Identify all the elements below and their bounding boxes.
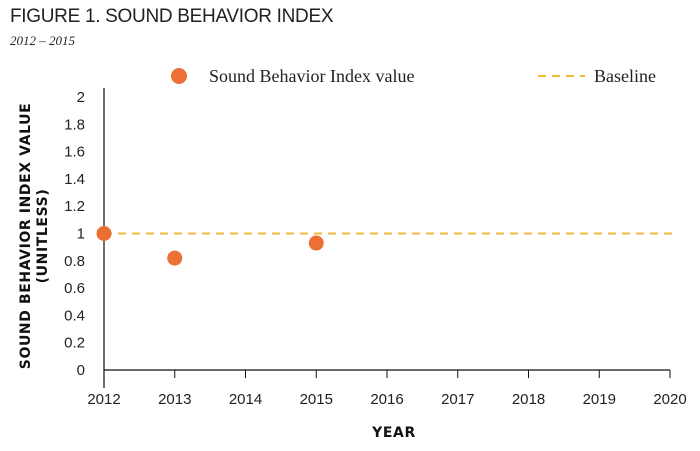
y-tick-group: 0 0.2 0.4 0.6 0.8 1 1.2 1.4 1.6 1.8 2: [64, 89, 85, 379]
x-tick-label: 2015: [300, 391, 333, 408]
y-tick-label: 1: [77, 226, 85, 243]
legend-series-marker: [171, 68, 187, 84]
y-axis-title: SOUND BEHAVIOR INDEX VALUE (UNITLESS): [18, 103, 51, 369]
y-axis-title-line1: SOUND BEHAVIOR INDEX VALUE: [18, 103, 34, 369]
x-tick-label: 2020: [653, 391, 686, 408]
chart-title: FIGURE 1. SOUND BEHAVIOR INDEX: [10, 6, 334, 27]
x-tick-label: 2019: [583, 391, 616, 408]
x-tick-label: 2012: [87, 391, 120, 408]
x-tick-label: 2014: [229, 391, 262, 408]
y-tick-label: 0.2: [64, 335, 85, 352]
y-tick-label: 0.4: [64, 307, 85, 324]
y-tick-label: 2: [77, 89, 85, 106]
legend-series-label: Sound Behavior Index value: [209, 66, 414, 86]
y-tick-label: 1.8: [64, 116, 85, 133]
y-tick-label: 0: [77, 362, 85, 379]
y-tick-label: 1.2: [64, 198, 85, 215]
chart-subtitle: 2012 – 2015: [10, 33, 75, 48]
legend-baseline-label: Baseline: [594, 66, 656, 86]
y-axis-title-line2: (UNITLESS): [35, 189, 51, 284]
data-point: [308, 235, 324, 251]
y-tick-label: 0.6: [64, 280, 85, 297]
y-tick-label: 0.8: [64, 253, 85, 270]
x-tick-label: 2018: [512, 391, 545, 408]
x-tick-group: 2012 2013 2014 2015 2016 2017 2018 2019 2020: [87, 370, 687, 408]
data-points: [96, 226, 324, 266]
y-tick-label: 1.4: [64, 171, 85, 188]
data-point: [96, 226, 112, 241]
x-tick-label: 2016: [370, 391, 403, 408]
x-tick-label: 2017: [441, 391, 474, 408]
x-axis-title: YEAR: [371, 425, 416, 441]
x-tick-label: 2013: [158, 391, 191, 408]
y-tick-label: 1.6: [64, 144, 85, 161]
legend: Sound Behavior Index value Baseline: [171, 66, 656, 86]
data-point: [167, 250, 183, 266]
